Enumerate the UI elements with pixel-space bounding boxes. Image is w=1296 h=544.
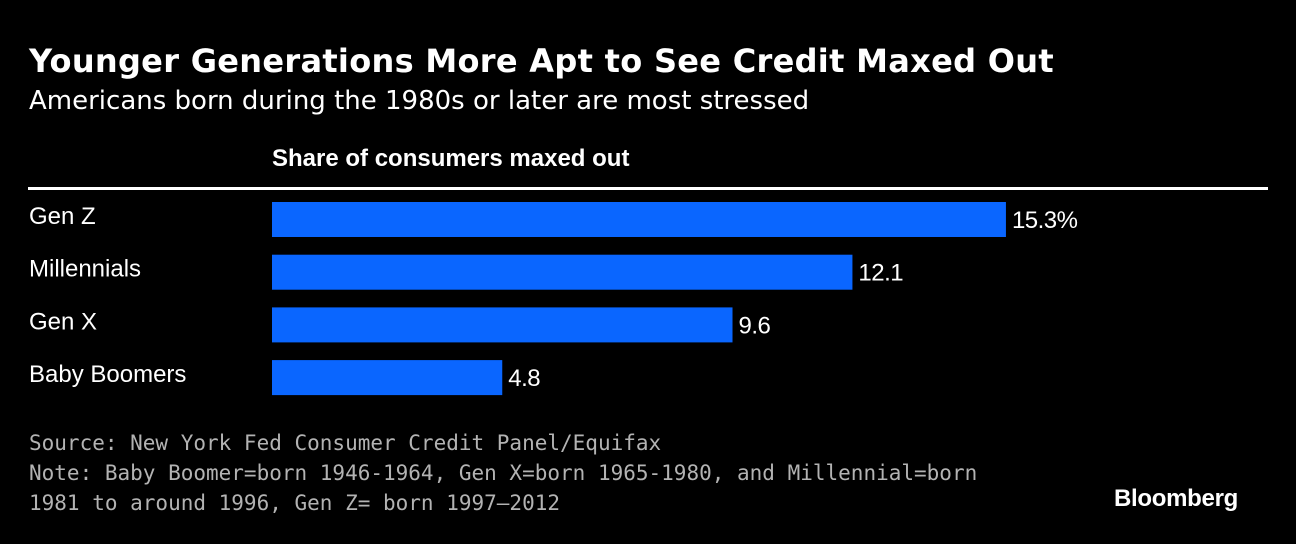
category-label: Gen X	[29, 308, 97, 335]
bar	[272, 307, 733, 343]
chart-title: Younger Generations More Apt to See Cred…	[29, 42, 1054, 80]
value-label: 9.6	[739, 312, 771, 339]
bar	[272, 202, 1006, 237]
source-note: Source: New York Fed Consumer Credit Pan…	[29, 431, 662, 455]
note-line-1: Note: Baby Boomer=born 1946-1964, Gen X=…	[29, 461, 978, 485]
category-label: Baby Boomers	[29, 361, 186, 388]
bar	[272, 360, 503, 396]
column-header: Share of consumers maxed out	[272, 145, 630, 172]
value-label: 12.1	[858, 260, 903, 287]
value-label: 4.8	[508, 365, 540, 392]
footer: Source: New York Fed Consumer Credit Pan…	[29, 428, 977, 518]
note-line-2: 1981 to around 1996, Gen Z= born 1997–20…	[29, 491, 561, 515]
category-label: Millennials	[29, 256, 141, 283]
category-label: Gen Z	[29, 203, 96, 230]
bar	[272, 254, 853, 290]
header-rule	[28, 187, 1268, 190]
bloomberg-logo: Bloomberg	[1114, 485, 1238, 512]
chart-subtitle: Americans born during the 1980s or later…	[29, 86, 810, 116]
value-label: 15.3%	[1012, 207, 1078, 234]
